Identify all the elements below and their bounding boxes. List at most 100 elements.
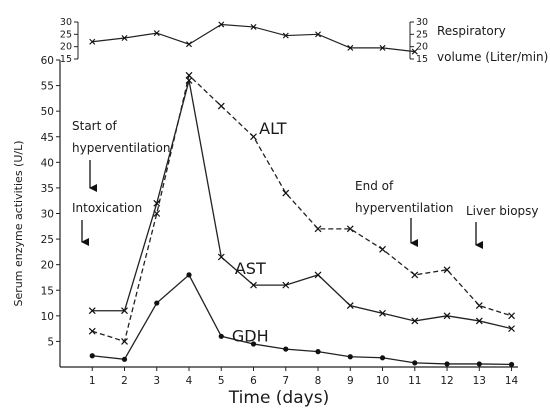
y-tick-label: 15: [41, 285, 54, 297]
data-point: [217, 253, 225, 261]
x-tick-label: 8: [315, 375, 322, 387]
x-tick-label: 6: [250, 375, 257, 387]
data-point: [186, 272, 192, 278]
data-point: [88, 327, 96, 335]
data-point: [443, 266, 451, 274]
respiratory-data-point: [411, 48, 418, 55]
y-tick-label: 60: [41, 55, 54, 67]
series-label-ast: AST: [235, 259, 266, 278]
inset-right-tick-label: 30: [416, 17, 428, 28]
data-point: [443, 312, 451, 320]
inset-ylabel-line1: Respiratory: [437, 24, 506, 38]
respiratory-data-point: [218, 21, 225, 28]
data-point: [217, 102, 225, 110]
respiratory-data-point: [250, 23, 257, 30]
data-point: [282, 281, 290, 289]
inset-right-tick-label: 15: [416, 54, 428, 65]
respiratory-data-point: [379, 44, 386, 51]
data-point: [88, 307, 96, 315]
series-label-gdh: GDH: [232, 326, 269, 345]
data-point: [314, 225, 322, 233]
data-point: [153, 199, 161, 207]
y-tick-label: 25: [41, 234, 54, 246]
respiratory-volume-line: [92, 23, 415, 53]
x-tick-label: 3: [153, 375, 160, 387]
inset-right-tick-label: 25: [416, 29, 428, 40]
x-tick-label: 13: [473, 375, 486, 387]
inset-right-tick-label: 20: [416, 42, 428, 53]
x-tick-label: 11: [408, 375, 421, 387]
data-point: [346, 225, 354, 233]
respiratory-data-point: [121, 35, 128, 42]
data-point: [282, 189, 290, 197]
main-series: ALT AST GDH: [88, 71, 515, 368]
data-point: [250, 341, 257, 347]
x-tick-label: 4: [186, 375, 193, 387]
data-point: [508, 325, 515, 333]
data-point: [379, 355, 386, 361]
y-tick-label: 40: [41, 157, 54, 169]
x-tick-label: 10: [376, 375, 389, 387]
inset-left-tick-label: 20: [60, 42, 72, 53]
data-point: [475, 317, 483, 325]
data-point: [412, 360, 418, 366]
respiratory-inset-series: [89, 21, 418, 55]
data-point: [346, 302, 354, 310]
data-point: [508, 312, 515, 320]
data-point: [379, 245, 386, 253]
x-tick-label: 12: [440, 375, 453, 387]
y-tick-label: 50: [41, 106, 54, 118]
inset-left-tick-label: 30: [60, 17, 72, 28]
respiratory-data-point: [347, 44, 354, 51]
x-tick-label: 5: [218, 375, 225, 387]
series-line-alt: [92, 74, 512, 343]
data-point: [283, 346, 289, 352]
annotation-text: Intoxication: [72, 201, 142, 215]
data-point: [121, 337, 128, 345]
x-tick-label: 14: [505, 375, 519, 387]
data-point: [154, 300, 160, 306]
series-label-alt: ALT: [259, 119, 287, 138]
inset-left-tick-label: 25: [60, 29, 72, 40]
data-point: [89, 353, 95, 359]
y-tick-label: 5: [47, 336, 54, 348]
data-point: [218, 333, 224, 339]
data-point: [411, 317, 419, 325]
inset-ylabel-line2: volume (Liter/min): [437, 50, 548, 64]
respiratory-data-point: [282, 32, 289, 39]
annotations: Start of hyperventilation Intoxication End …: [72, 119, 539, 249]
data-point: [121, 356, 128, 362]
series-line-ast: [92, 80, 512, 330]
data-point: [185, 71, 193, 79]
x-axis-label: Time (days): [228, 388, 329, 408]
respiratory-data-point: [186, 41, 193, 48]
y-tick-label: 35: [41, 183, 54, 195]
annotation-text: End of: [355, 179, 394, 193]
data-point: [508, 361, 515, 368]
y-tick-label: 20: [41, 260, 54, 272]
annotation-text: Liver biopsy: [466, 204, 539, 218]
data-point: [185, 77, 193, 84]
data-point: [475, 302, 483, 310]
y-tick-label: 45: [41, 132, 54, 144]
series-line-gdh: [92, 273, 512, 366]
data-point: [121, 307, 128, 315]
respiratory-data-point: [153, 30, 160, 37]
x-tick-label: 1: [89, 375, 96, 387]
data-point: [250, 281, 257, 289]
data-point: [250, 133, 257, 141]
data-point: [314, 271, 322, 279]
data-point: [347, 354, 353, 360]
data-point: [379, 309, 386, 317]
annotation-text: hyperventilation: [72, 141, 170, 155]
annotation-text: Start of: [72, 119, 117, 133]
x-tick-label: 7: [282, 375, 289, 387]
y-tick-label: 10: [41, 311, 54, 323]
data-point: [315, 349, 321, 355]
data-point: [411, 271, 419, 279]
respiratory-data-point: [89, 38, 96, 45]
inset-left-tick-label: 15: [60, 54, 72, 65]
